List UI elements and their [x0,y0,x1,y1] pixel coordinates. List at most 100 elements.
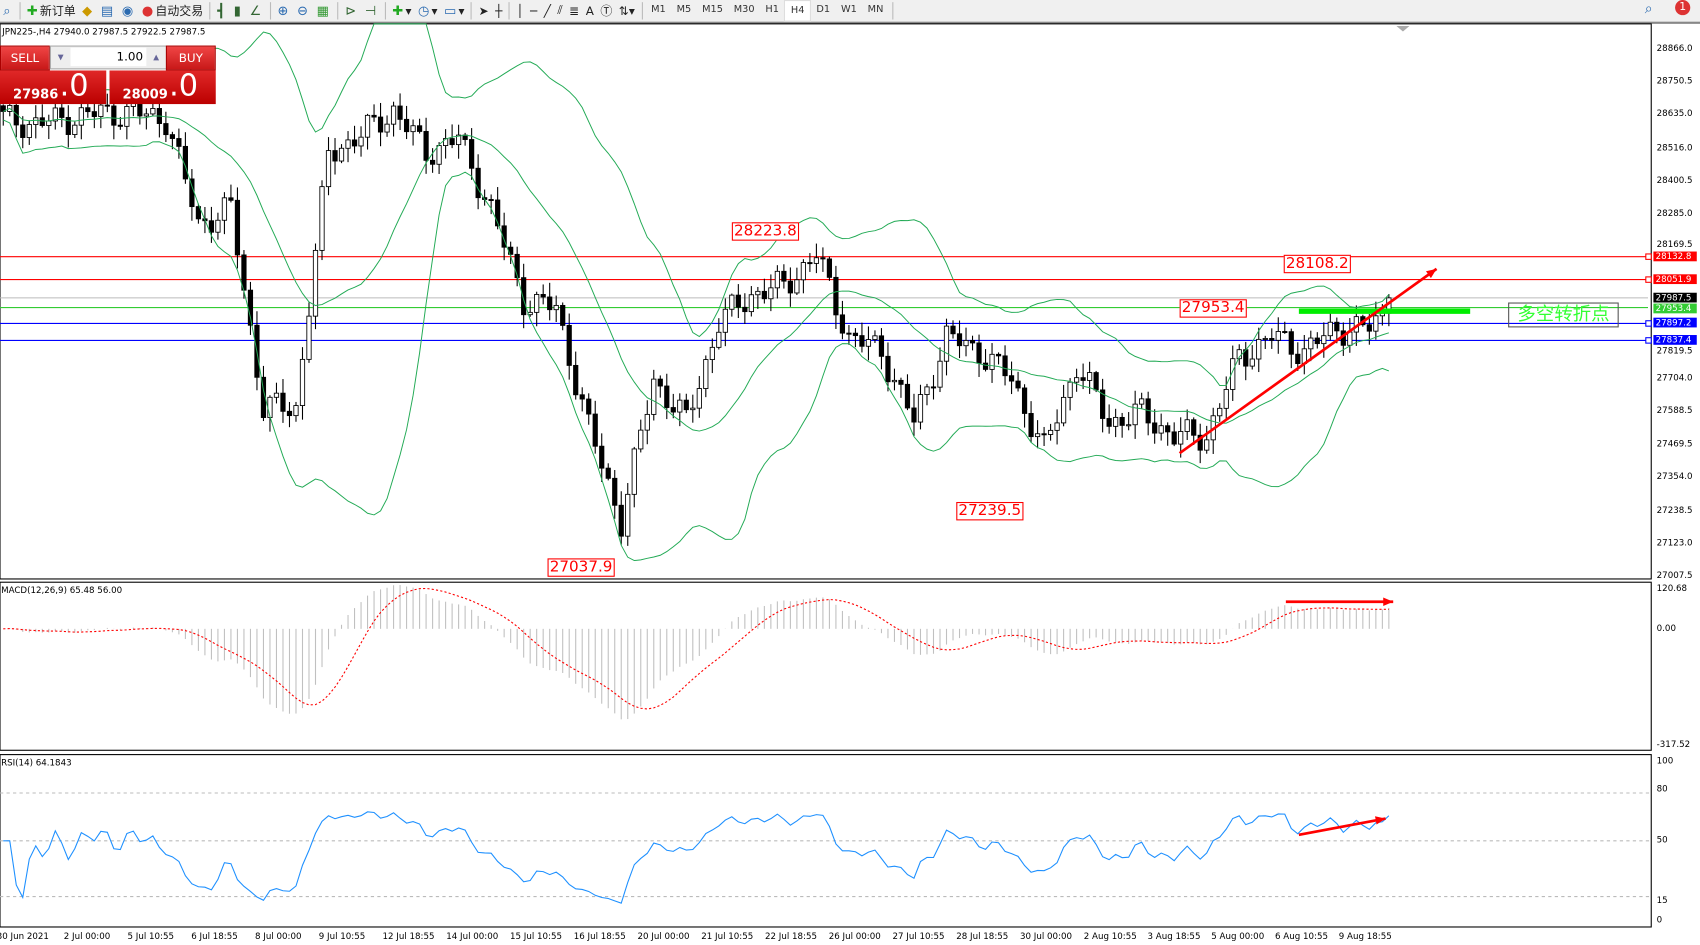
bull-candle [709,346,715,360]
zoom-out-button[interactable]: ⊖ [294,1,314,21]
templates-button[interactable]: ▭ ▾ [444,3,465,19]
bear-candle [1295,353,1301,365]
bear-candle [573,364,579,396]
zoom-tool[interactable]: ⌕ [0,1,16,21]
auto-trading-button[interactable]: ● 自动交易 [141,3,204,19]
terminal-button[interactable]: ▤ [98,1,119,21]
bear-candle [586,398,592,415]
pivot-note[interactable]: 多空转折点 [1508,302,1619,328]
bear-candle [592,413,598,447]
timeframe-m30[interactable]: M30 [733,4,755,16]
lot-increase-button[interactable]: ▲ [153,53,160,62]
bull-candle [1262,338,1268,340]
timeframe-m15[interactable]: M15 [702,4,723,16]
channel-tool[interactable]: ⫽ [554,1,566,21]
bear-candle [618,504,624,537]
bear-candle [547,296,553,311]
bull-candle [390,105,397,125]
price-label[interactable]: 27953.4 [1179,299,1247,318]
time-axis-label: 6 Aug 10:55 [1275,931,1328,942]
bull-candle [78,107,84,126]
bull-candle [651,378,657,415]
time-axis-label: 21 Jul 10:55 [701,931,754,942]
text-icon: A [585,3,594,18]
time-axis-label: 22 Jul 18:55 [765,931,818,942]
tile-windows-button[interactable]: ▦ [313,1,334,21]
timeframe-m5[interactable]: M5 [676,4,692,16]
timeframe-w1[interactable]: W1 [840,4,857,16]
sell-button[interactable]: SELL [0,45,50,71]
price-axis-label: 28285.0 [1656,208,1693,218]
indicators-button[interactable]: ✚ ▾ [392,3,412,19]
chart-shift-button[interactable]: ⊣ [362,1,382,21]
folder-icon: ◆ [82,3,93,19]
bear-candle [20,124,26,138]
bull-candle [865,339,872,347]
price-label[interactable]: 27037.9 [547,558,615,577]
sell-price[interactable]: 27986.0 [0,67,107,105]
bear-candle [833,276,839,316]
bull-candle [143,113,149,117]
fibonacci-tool[interactable]: ≣ [566,1,583,21]
bull-candle [553,304,559,311]
bull-candle [1087,372,1093,381]
timeframe-mn[interactable]: MN [867,4,884,16]
periods-button[interactable]: ◷ ▾ [417,3,438,19]
timeframe-m1[interactable]: M1 [651,4,666,16]
text-label-tool[interactable]: Ⓣ [597,1,615,21]
cursor-tool[interactable]: ➤ [475,1,492,21]
bull-candle [26,124,32,138]
bear-candle [1119,416,1125,426]
bear-candle [1152,422,1158,434]
bull-candle [716,331,722,348]
timeframe-d1[interactable]: D1 [816,4,831,16]
trend-arrow [1178,267,1438,455]
price-level-tag: 27837.4 [1653,334,1697,345]
line-chart-button[interactable]: ∠ [246,1,266,21]
lot-decrease-button[interactable]: ▼ [57,53,64,62]
trendline-tool[interactable]: ╱ [540,1,554,21]
rsi-line [3,811,1390,904]
price-label[interactable]: 27239.5 [956,501,1024,521]
bar-chart-button[interactable]: ┫ [214,1,231,21]
bear-candle [852,332,859,337]
time-axis-label: 12 Jul 18:55 [382,931,435,942]
bear-candle [1282,331,1288,333]
vertical-line-icon: │ [516,3,524,18]
price-label[interactable]: 28223.8 [731,222,799,241]
horizontal-line-tool[interactable]: ─ [527,1,541,21]
text-tool[interactable]: A [583,1,598,21]
price-label[interactable]: 28108.2 [1283,254,1351,274]
bear-candle [111,105,117,126]
lot-input[interactable]: 1.00 [70,47,147,67]
bear-candle [930,386,937,389]
buy-price[interactable]: 28009.0 [109,67,216,105]
level-handle [1645,253,1652,260]
search-icon[interactable]: ⌕ [1644,1,1653,18]
arrows-tool[interactable]: ⇅ ▾ [618,3,635,18]
time-axis-label: 6 Jul 18:55 [191,931,238,942]
notification-badge[interactable]: 1 [1675,0,1691,16]
price-axis-label: 27123.0 [1656,537,1693,548]
chart-title: JPN225-,H4 27940.0 27987.5 27922.5 27987… [2,27,206,37]
bear-candle [612,477,618,506]
timeframe-h1[interactable]: H1 [765,4,779,16]
new-order-button[interactable]: ✚ 新订单 [26,3,76,19]
buy-button[interactable]: BUY [165,45,216,71]
price-axis-label: 27469.5 [1656,439,1693,450]
bull-candle [456,134,462,146]
zoom-in-button[interactable]: ⊕ [274,1,294,21]
time-axis-label: 14 Jul 00:00 [446,931,499,942]
history-center-button[interactable]: ◆ [79,1,98,21]
crosshair-tool[interactable]: ┼ [492,1,506,21]
bull-candle [638,429,644,450]
candle-chart-button[interactable]: ▮ [230,1,246,21]
vertical-line-tool[interactable]: │ [513,1,527,21]
signals-button[interactable]: ◉ [119,1,139,21]
bear-candle [469,139,475,169]
timeframe-h4[interactable]: H4 [784,0,811,22]
rsi-axis-label: 0 [1656,915,1663,925]
bear-candle [488,199,494,201]
auto-scroll-button[interactable]: ⊳ [342,1,362,21]
